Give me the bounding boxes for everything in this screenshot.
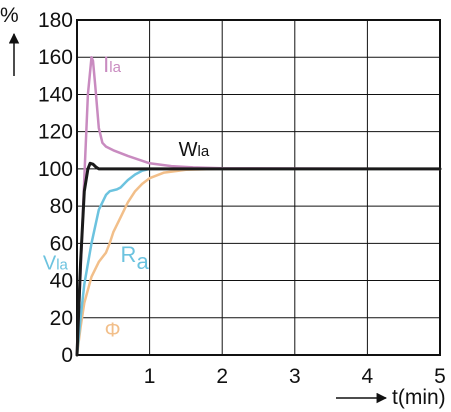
- tick-labels: 0 20 40 60 80 100 120 140 160 180 1 2 3 4 5: [38, 9, 446, 388]
- x-tick-label: 3: [289, 365, 301, 388]
- x-tick-label: 5: [434, 365, 446, 388]
- grid: [77, 19, 441, 356]
- annotation-phi: Φ: [105, 319, 121, 341]
- annotation-wla: Wla: [179, 139, 210, 161]
- series-layer: [75, 55, 442, 357]
- y-tick-label: 40: [50, 270, 73, 293]
- x-axis-label: t(min): [392, 386, 446, 409]
- annotation-ila: Ila: [103, 52, 121, 77]
- y-axis-label: %: [0, 4, 19, 27]
- y-tick-label: 140: [38, 83, 73, 106]
- y-tick-label: 20: [50, 307, 73, 330]
- x-tick-label: 2: [216, 365, 228, 388]
- series-line-wla: [75, 161, 442, 357]
- y-tick-label: 80: [50, 195, 73, 218]
- y-tick-label: 60: [50, 232, 73, 255]
- annotation-vla: Vla: [43, 252, 69, 274]
- series-line-phi: [75, 167, 442, 357]
- y-tick-label: 100: [38, 158, 73, 181]
- series-annotations: Ila Wla Ra Vla Φ: [43, 52, 210, 341]
- x-tick-label: 1: [144, 365, 156, 388]
- series-line-ila: [75, 55, 442, 357]
- y-tick-label: 180: [38, 9, 73, 32]
- y-tick-label: 160: [38, 46, 73, 69]
- annotation-ra: Ra: [121, 242, 150, 274]
- plot-frame: [76, 19, 441, 356]
- y-tick-label: 0: [61, 344, 73, 367]
- y-tick-label: 120: [38, 121, 73, 144]
- x-tick-label: 4: [362, 365, 374, 388]
